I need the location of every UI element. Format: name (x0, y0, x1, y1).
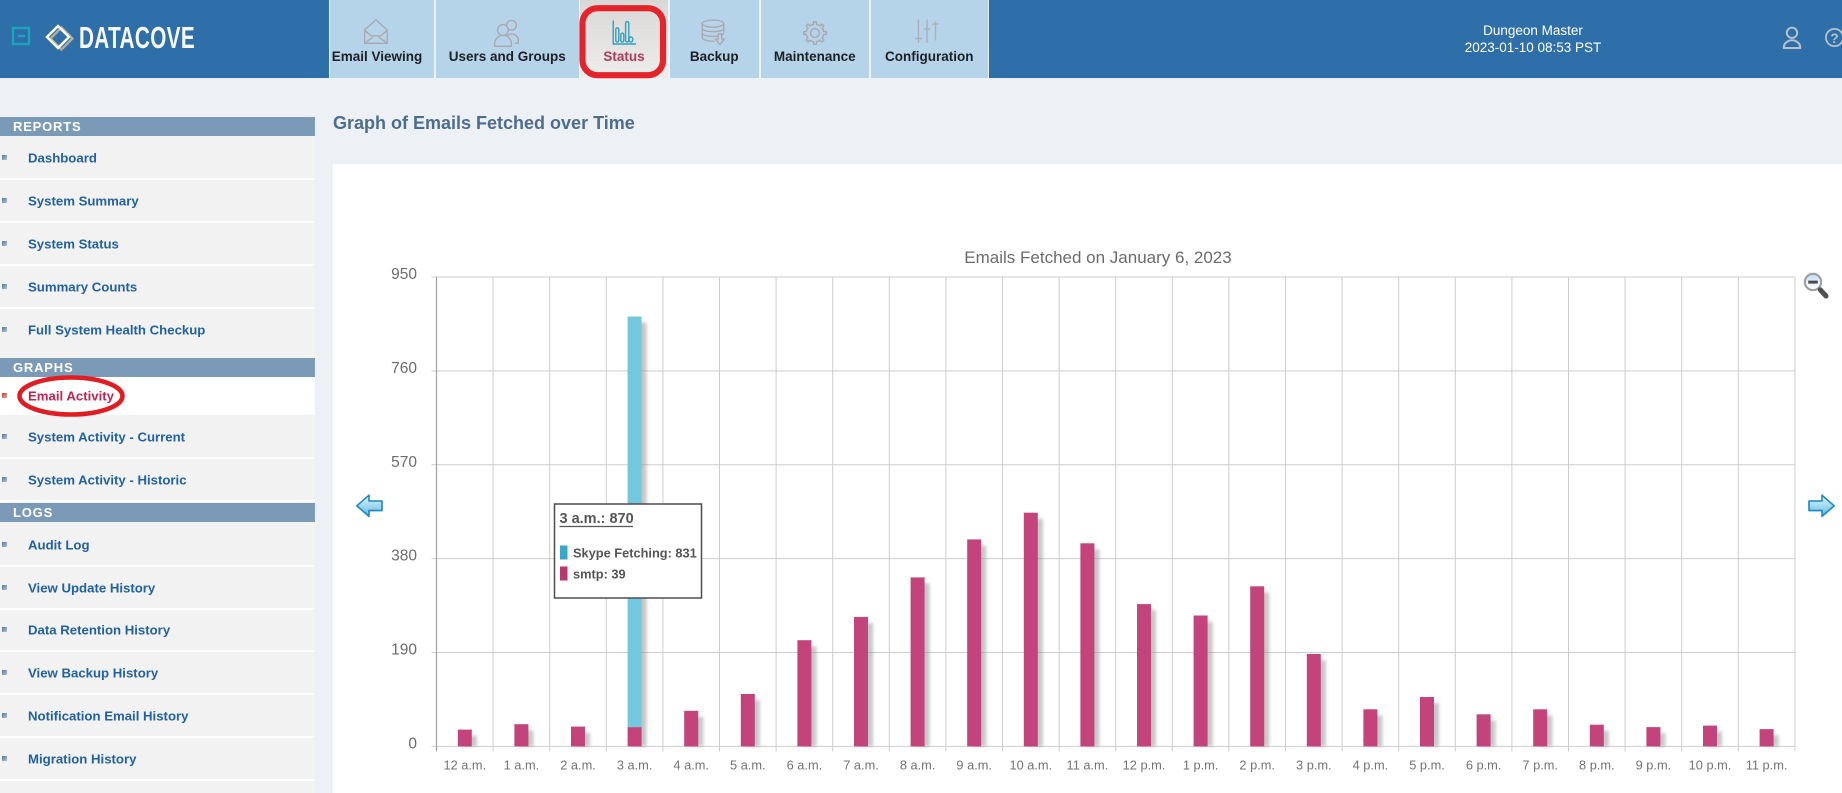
svg-text:2 a.m.: 2 a.m. (560, 758, 596, 773)
svg-text:3 a.m.: 3 a.m. (617, 758, 653, 773)
svg-text:10 p.m.: 10 p.m. (1689, 758, 1732, 773)
svg-text:12 p.m.: 12 p.m. (1123, 758, 1166, 773)
svg-text:380: 380 (391, 548, 417, 565)
svg-text:950: 950 (391, 266, 417, 283)
svg-text:4 a.m.: 4 a.m. (673, 758, 709, 773)
svg-text:Skype Fetching: 831: Skype Fetching: 831 (573, 546, 697, 561)
svg-text:760: 760 (391, 360, 417, 377)
svg-text:5 a.m.: 5 a.m. (730, 758, 766, 773)
svg-text:6 p.m.: 6 p.m. (1466, 758, 1502, 773)
svg-text:7 p.m.: 7 p.m. (1522, 758, 1558, 773)
svg-text:9 p.m.: 9 p.m. (1636, 758, 1672, 773)
svg-text:10 a.m.: 10 a.m. (1009, 758, 1052, 773)
svg-text:?: ? (1830, 31, 1838, 46)
svg-text:4 p.m.: 4 p.m. (1353, 758, 1389, 773)
svg-text:5 p.m.: 5 p.m. (1409, 758, 1445, 773)
svg-text:3 a.m.: 870: 3 a.m.: 870 (560, 511, 634, 527)
svg-text:Emails Fetched on January 6, 2: Emails Fetched on January 6, 2023 (964, 248, 1231, 267)
svg-text:9 a.m.: 9 a.m. (956, 758, 992, 773)
svg-text:1 a.m.: 1 a.m. (504, 758, 540, 773)
svg-text:DATACOVE: DATACOVE (79, 20, 195, 55)
svg-text:190: 190 (391, 642, 417, 659)
svg-text:3 p.m.: 3 p.m. (1296, 758, 1332, 773)
svg-text:7 a.m.: 7 a.m. (843, 758, 879, 773)
svg-text:0: 0 (408, 735, 417, 752)
svg-text:8 p.m.: 8 p.m. (1579, 758, 1615, 773)
svg-text:11 a.m.: 11 a.m. (1067, 758, 1109, 773)
svg-text:smtp: 39: smtp: 39 (573, 567, 626, 582)
svg-text:1 p.m.: 1 p.m. (1183, 758, 1219, 773)
svg-text:12 a.m.: 12 a.m. (443, 758, 486, 773)
svg-text:2 p.m.: 2 p.m. (1239, 758, 1275, 773)
svg-text:570: 570 (391, 454, 417, 471)
svg-text:8 a.m.: 8 a.m. (900, 758, 936, 773)
svg-text:6 a.m.: 6 a.m. (787, 758, 823, 773)
svg-text:11 p.m.: 11 p.m. (1746, 758, 1788, 773)
